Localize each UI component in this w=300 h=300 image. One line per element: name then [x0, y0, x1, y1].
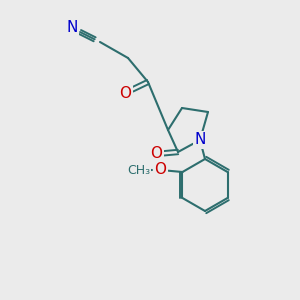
Text: CH₃: CH₃ [127, 164, 150, 176]
Text: N: N [194, 133, 206, 148]
Text: N: N [66, 20, 78, 35]
Text: O: O [154, 163, 166, 178]
Text: O: O [119, 85, 131, 100]
Text: O: O [150, 146, 162, 161]
